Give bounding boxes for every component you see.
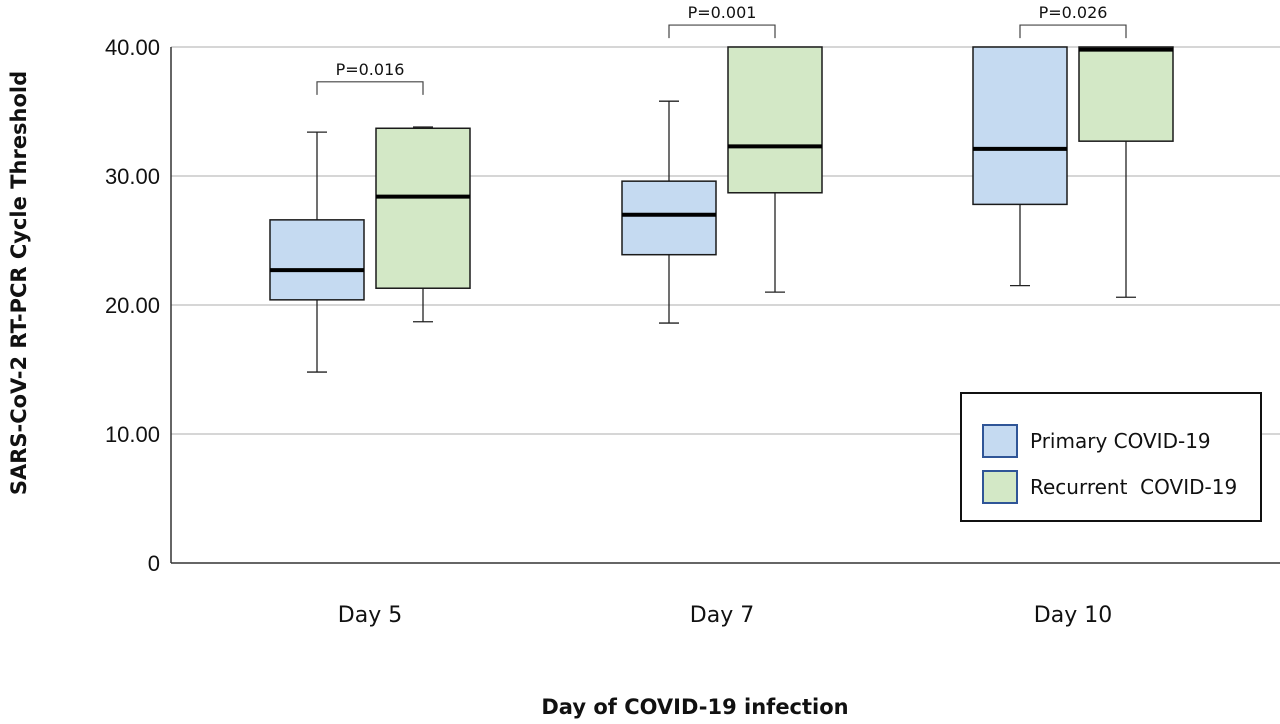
p-value-label: P=0.026 <box>1039 3 1108 22</box>
y-tick-label: 0 <box>148 551 160 576</box>
x-axis-title: Day of COVID-19 infection <box>541 695 848 719</box>
p-value-bracket: P=0.001 <box>668 3 776 39</box>
p-value-bracket: P=0.016 <box>316 60 424 95</box>
box-recurrent-day-7 <box>727 46 823 293</box>
legend-label: Primary COVID-19 <box>1030 429 1211 453</box>
box-primary-day-5 <box>269 131 365 373</box>
box-primary-day-7 <box>621 100 717 324</box>
box-iqr <box>375 127 471 289</box>
y-tick-label: 10.00 <box>105 422 160 447</box>
x-tick-label: Day 10 <box>1034 603 1112 628</box>
box-iqr <box>1078 46 1174 142</box>
x-tick-label: Day 7 <box>690 603 754 628</box>
y-tick-label: 40.00 <box>105 35 160 60</box>
box-iqr <box>269 219 365 301</box>
box-primary-day-10 <box>972 46 1068 287</box>
bracket-line <box>316 81 424 95</box>
y-tick-label: 20.00 <box>105 293 160 318</box>
p-value-label: P=0.016 <box>336 60 405 79</box>
box-iqr <box>727 46 823 194</box>
x-axis-categories: Day 5 Day 7 Day 10 <box>338 603 1112 628</box>
x-tick-label: Day 5 <box>338 603 402 628</box>
bracket-line <box>1019 24 1127 39</box>
y-axis-ticks: 0 10.00 20.00 30.00 40.00 <box>105 35 160 576</box>
box-series <box>269 46 1174 373</box>
p-value-annotations: P=0.016 P=0.001 P=0.026 <box>316 3 1127 95</box>
legend-swatch <box>982 470 1018 504</box>
legend: Primary COVID-19 Recurrent COVID-19 <box>960 392 1262 522</box>
legend-label: Recurrent COVID-19 <box>1030 475 1237 499</box>
y-tick-label: 30.00 <box>105 164 160 189</box>
box-recurrent-day-5 <box>375 126 471 323</box>
box-iqr <box>972 46 1068 206</box>
legend-swatch <box>982 424 1018 458</box>
box-recurrent-day-10 <box>1078 46 1174 298</box>
y-axis-title: SARS-CoV-2 RT-PCR Cycle Threshold <box>7 71 31 495</box>
p-value-bracket: P=0.026 <box>1019 3 1127 39</box>
box-iqr <box>621 180 717 256</box>
bracket-line <box>668 24 776 39</box>
p-value-label: P=0.001 <box>688 3 757 22</box>
